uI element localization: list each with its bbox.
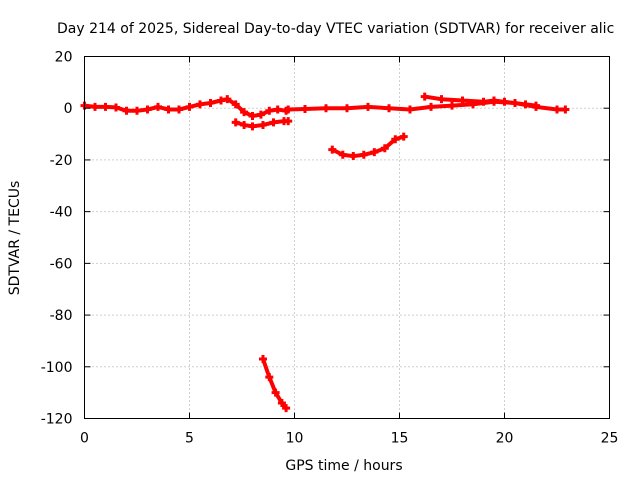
data-point: [301, 104, 309, 113]
data-point: [322, 104, 330, 113]
data-point: [521, 100, 530, 109]
data-point: [269, 118, 278, 127]
data-point: [273, 105, 282, 114]
data-point: [448, 101, 456, 110]
data-point: [479, 97, 488, 106]
data-point: [101, 102, 110, 111]
data-point: [343, 104, 351, 113]
data-point: [277, 398, 286, 407]
data-point: [420, 92, 429, 101]
data-point: [500, 97, 509, 106]
chart-title: Day 214 of 2025, Sidereal Day-to-day VTE…: [57, 21, 614, 37]
data-point: [122, 106, 131, 115]
y-tick-label: 0: [64, 101, 73, 117]
data-point: [561, 105, 570, 114]
data-point: [133, 106, 141, 115]
data-point: [349, 152, 358, 161]
data-point: [364, 102, 372, 111]
data-point: [265, 373, 274, 382]
data-point: [185, 102, 194, 111]
series-arc-1: [82, 97, 289, 118]
data-point: [175, 105, 183, 114]
data-point: [240, 108, 249, 117]
data-point: [154, 102, 162, 111]
tick-layer: 0 5 10 15 20 25 -120 -100 -80 -60 -40 -20 0 20: [41, 50, 619, 447]
x-tick-label: 25: [601, 431, 619, 447]
data-point: [284, 105, 293, 114]
data-point: [490, 96, 498, 105]
data-point: [223, 95, 232, 104]
y-tick-label: -80: [50, 308, 73, 324]
data-point: [391, 135, 400, 144]
data-point: [406, 105, 414, 114]
data-point: [380, 144, 389, 153]
data-point: [385, 104, 393, 113]
y-tick-label: -60: [50, 256, 73, 272]
y-tick-label: -100: [41, 360, 73, 376]
data-point: [427, 102, 435, 111]
data-point: [143, 105, 152, 114]
y-axis-label: SDTVAR / TECUs: [7, 181, 23, 296]
data-point: [259, 355, 267, 364]
data-point: [231, 118, 240, 127]
data-point: [240, 121, 249, 130]
y-tick-label: -120: [41, 412, 73, 428]
data-point: [458, 96, 467, 105]
data-point: [553, 105, 561, 114]
data-point: [338, 150, 347, 159]
x-tick-label: 10: [286, 431, 304, 447]
data-point: [112, 103, 120, 112]
data-point: [282, 404, 291, 413]
series-layer: [80, 92, 570, 413]
data-point: [359, 150, 368, 159]
data-point: [256, 110, 265, 119]
x-tick-label: 5: [185, 431, 194, 447]
grid-layer: [84, 56, 610, 419]
data-point: [271, 388, 280, 397]
data-point: [206, 99, 215, 108]
data-point: [328, 145, 337, 154]
data-point: [164, 105, 173, 114]
data-point: [370, 148, 379, 157]
x-tick-label: 15: [391, 431, 409, 447]
data-point: [196, 100, 204, 109]
data-point: [231, 100, 240, 109]
data-point: [265, 106, 274, 115]
data-point: [284, 117, 293, 126]
y-tick-label: 20: [55, 50, 73, 66]
data-point: [437, 95, 446, 104]
data-point: [399, 132, 408, 141]
y-tick-label: -40: [50, 205, 73, 221]
data-point: [91, 102, 99, 111]
y-tick-label: -20: [50, 153, 73, 169]
data-point: [532, 101, 540, 110]
data-point: [248, 111, 257, 120]
x-tick-label: 20: [496, 431, 514, 447]
data-point: [259, 121, 267, 130]
x-tick-label: 0: [80, 431, 89, 447]
plot-frame: [84, 56, 610, 419]
data-point: [248, 122, 257, 131]
x-axis-label: GPS time / hours: [285, 458, 402, 474]
